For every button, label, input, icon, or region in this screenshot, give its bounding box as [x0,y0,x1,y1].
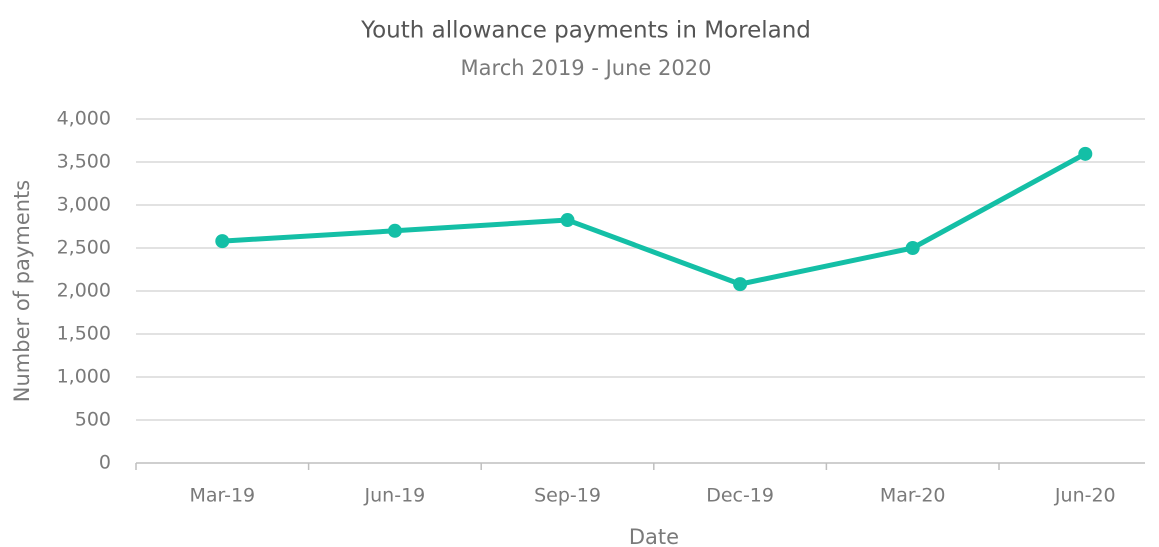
point [905,241,920,255]
chart-title: Youth allowance payments in Moreland [360,18,811,44]
y-tick-label: 1,500 [57,323,111,345]
x-tick-label: Dec-19 [706,485,774,507]
point [387,223,402,238]
x-tick-label: Sep-19 [534,485,601,507]
y-tick-label: 2,000 [57,280,111,302]
point [733,277,748,292]
x-tick-label: Mar-20 [880,485,946,507]
point [560,213,575,228]
y-axis-label: Number of payments [10,180,34,402]
point [215,234,230,249]
x-axis-label: Date [629,525,679,547]
y-tick-label: 3,500 [57,151,111,173]
chart-subtitle: March 2019 - June 2020 [461,56,712,80]
x-tick-label: Jun-20 [1054,485,1116,507]
point [1078,146,1093,161]
y-tick-label: 0 [99,452,111,474]
line [222,151,1087,287]
y-tick-label: 500 [75,409,111,431]
y-tick-label: 4,000 [57,108,111,130]
y-tick-label: 1,000 [57,366,111,388]
x-tick-label: Mar-19 [189,485,255,507]
y-tick-label: 3,000 [57,194,111,216]
x-tick-label: Jun-19 [364,485,426,507]
y-tick-label: 2,500 [57,237,111,259]
